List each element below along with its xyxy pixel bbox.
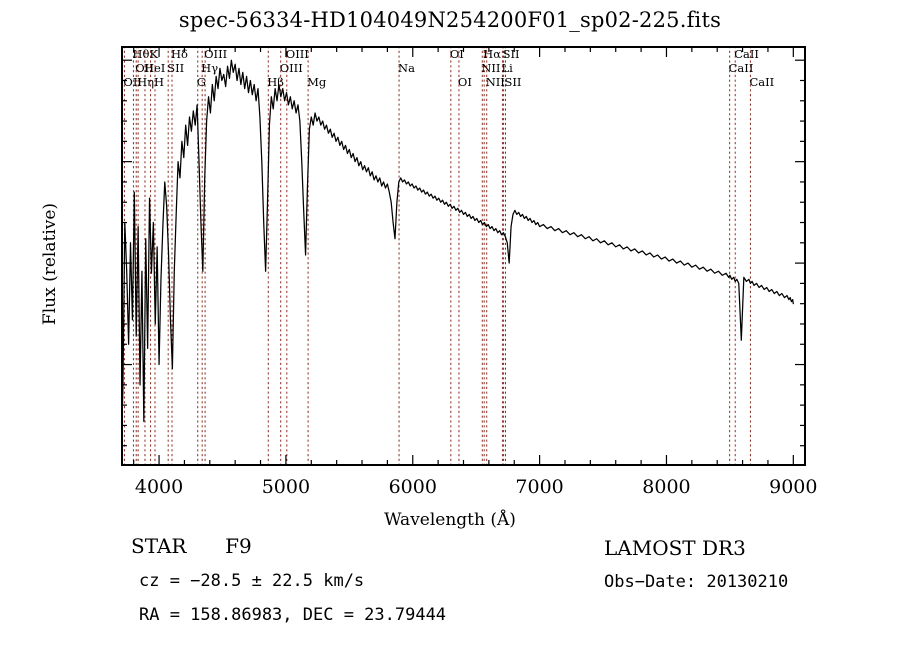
line-label-oiii: OIII: [285, 47, 309, 61]
line-label-sii: SII: [504, 75, 522, 89]
x-tick-label: 6000: [388, 476, 437, 498]
plot-frame: [121, 46, 806, 466]
spectral-class: F9: [225, 534, 252, 558]
line-label-oi: OI: [449, 47, 464, 61]
x-tick-label: 5000: [261, 476, 311, 498]
line-label-nii: NII: [485, 75, 505, 89]
line-label-oi: OI: [457, 75, 472, 89]
cz-value: cz = −28.5 ± 22.5 km/s: [139, 571, 365, 591]
x-tick-label: 8000: [642, 476, 691, 498]
page-title: spec-56334-HD104049N254200F01_sp02-225.f…: [178, 8, 722, 32]
line-label-caii: CaII: [749, 75, 775, 89]
x-axis-title: Wavelength (Å): [384, 510, 516, 530]
line-label-nii: NII: [481, 61, 501, 75]
line-label-g: G: [196, 75, 206, 89]
line-label-h: H: [153, 75, 165, 89]
line-label-oiii: OIII: [204, 47, 228, 61]
line-label-caii: CaII: [734, 47, 759, 61]
line-label-oii: OII: [123, 75, 142, 89]
line-label-hei: HeI: [143, 61, 166, 75]
line-label-na: Na: [398, 61, 415, 75]
line-label-mg: Mg: [307, 75, 327, 89]
line-label-hθ: Hθ: [132, 47, 150, 61]
x-tick-label: 4000: [134, 476, 184, 498]
line-label-caii: CaII: [728, 61, 754, 75]
line-label-sii: SII: [167, 61, 185, 75]
line-label-li: Li: [501, 61, 513, 75]
x-tick-label: 9000: [769, 476, 818, 498]
coordinates-value: RA = 158.86983, DEC = 23.79444: [139, 605, 447, 625]
y-axis-title: Flux (relative): [40, 202, 60, 326]
line-label-oiii: OIII: [279, 61, 303, 75]
line-label-hη: Hη: [137, 75, 155, 89]
line-label-hβ: Hβ: [267, 75, 284, 89]
line-label-sii: SII: [502, 47, 520, 61]
line-label-hα: Hα: [483, 47, 501, 61]
x-tick-label: 7000: [515, 476, 564, 498]
spectrum-canvas: [121, 46, 806, 466]
spectrum-svg: [121, 46, 806, 466]
spectrum-trace: [121, 59, 794, 457]
line-label-oii: OII: [135, 61, 154, 75]
object-type: STAR: [131, 534, 187, 558]
obs-date-label: Obs−Date: 20130210: [604, 572, 789, 592]
line-label-k: K: [149, 47, 159, 61]
line-label-hδ: Hδ: [170, 47, 188, 61]
plot-area: OII Hθ OII Hη HeI K H SII Hδ Hγ G OIII Hβ OIII OIII Mg N…: [121, 46, 806, 466]
survey-label: LAMOST DR3: [604, 536, 746, 560]
object-type-label: STAR F9: [131, 534, 252, 558]
line-label-hγ: Hγ: [201, 61, 219, 75]
